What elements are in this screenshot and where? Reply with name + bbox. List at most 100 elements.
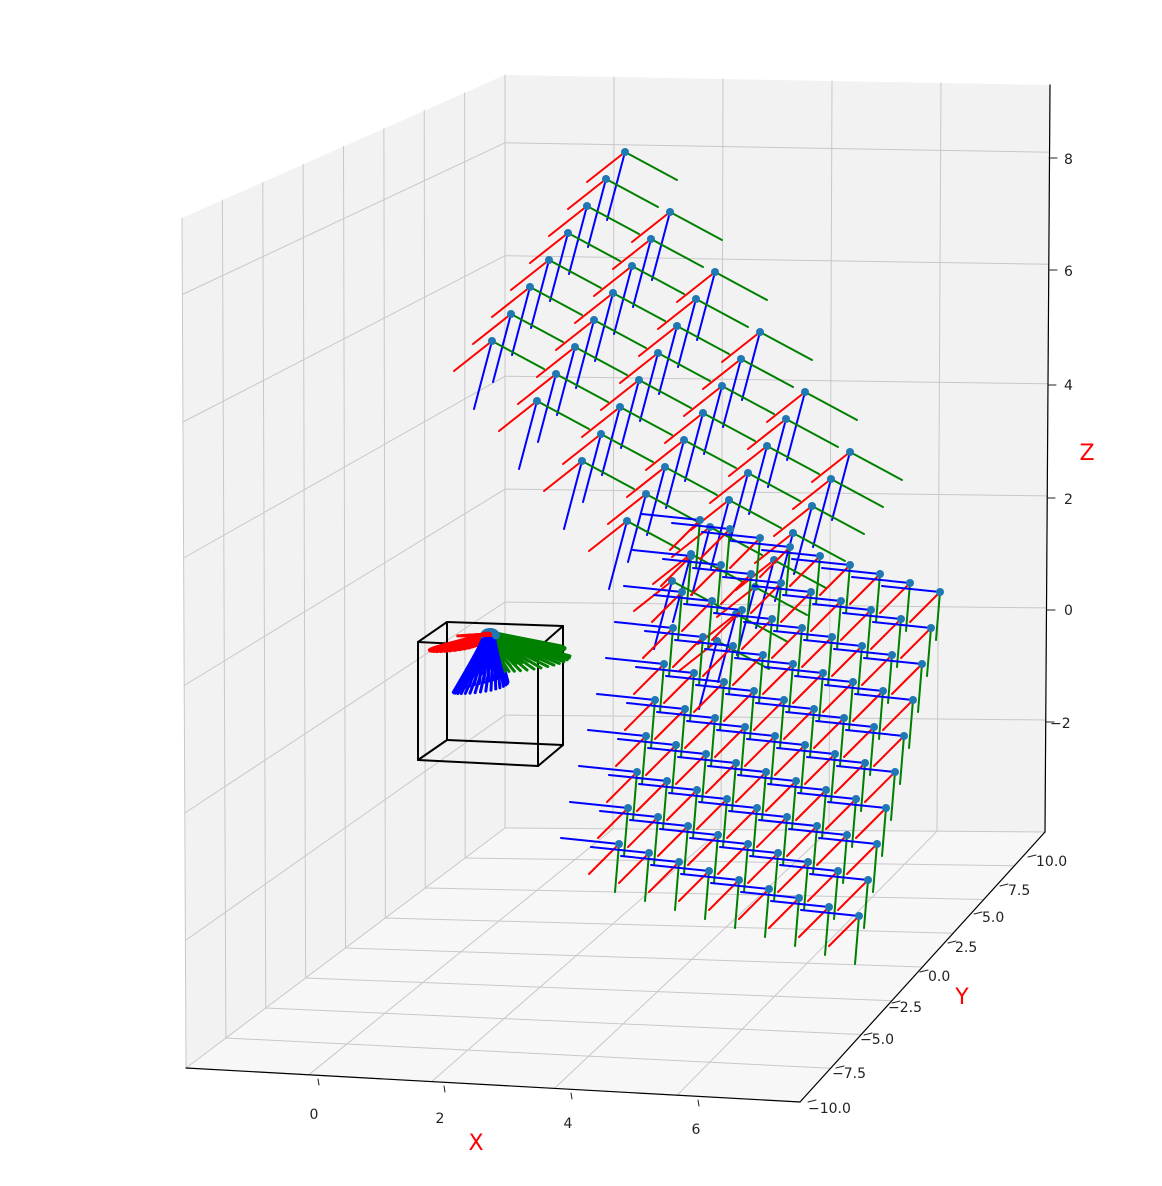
frame-y-axis — [857, 645, 863, 695]
frame-point — [744, 469, 752, 477]
frame-z-axis — [594, 292, 614, 362]
grid-line — [302, 163, 307, 979]
frame-z-axis — [764, 666, 824, 674]
frame-y-axis — [669, 211, 723, 241]
frame-x-axis — [600, 379, 640, 411]
pose-frame-upper — [567, 175, 659, 248]
frame-x-axis — [846, 843, 878, 875]
frame-y-axis — [792, 532, 846, 562]
pose-frame-upper — [588, 517, 680, 590]
frame-x-axis — [657, 298, 697, 330]
frame-y-axis — [719, 681, 725, 731]
frame-z-axis — [776, 747, 836, 755]
frame-y-axis — [668, 627, 674, 677]
y-tick — [891, 1000, 901, 1004]
frame-z-axis — [590, 846, 650, 854]
frame-z-axis — [698, 640, 718, 710]
frame-point — [882, 804, 890, 812]
pose-frame-upper — [548, 202, 640, 275]
frame-z-axis — [671, 522, 731, 530]
frame-z-axis — [556, 346, 576, 416]
frame-z-axis — [638, 783, 698, 791]
frame-point — [816, 552, 824, 560]
frame-point — [810, 705, 818, 713]
y-tick-label-neg2.5: −2.5 — [888, 1000, 922, 1016]
y-tick — [807, 1099, 817, 1103]
frame-x-axis — [498, 400, 538, 432]
frame-z-axis — [658, 325, 678, 395]
frame-point — [673, 322, 681, 330]
frame-y-axis — [491, 340, 545, 370]
frame-z-axis — [791, 558, 851, 566]
frame-y-axis — [804, 391, 858, 421]
pose-frame-lower — [665, 675, 728, 731]
frame-x-axis — [873, 735, 905, 767]
frame-y-axis — [702, 412, 756, 442]
frame-point — [714, 831, 722, 839]
pose-frame-upper — [612, 235, 704, 308]
frame-point — [798, 624, 806, 632]
frame-y-axis — [659, 663, 665, 713]
y-tick-label-10: 10.0 — [1036, 854, 1067, 870]
frame-y-axis — [692, 789, 698, 839]
frame-z-axis — [800, 909, 860, 917]
frame-x-axis — [766, 391, 806, 423]
frame-point — [720, 678, 728, 686]
grid-line — [676, 830, 938, 1096]
frame-z-axis — [647, 747, 707, 755]
frame-y-axis — [896, 618, 902, 668]
grid-line — [184, 714, 506, 941]
z-tick-label-2: 2 — [1064, 492, 1073, 508]
grid-line — [464, 92, 466, 859]
grid-line — [423, 110, 426, 889]
frame-point — [718, 382, 726, 390]
frame-z-axis — [696, 271, 716, 341]
frame-point — [690, 669, 698, 677]
y-tick-labels: 10.0 7.5 5.0 2.5 0.0 −2.5 −5.0 −7.5 −10.… — [808, 854, 1067, 1117]
frame-x-axis — [702, 358, 742, 390]
grid-line — [221, 199, 227, 1039]
frame-z-axis — [698, 801, 758, 809]
frame-x-axis — [709, 472, 749, 504]
frame-y-axis — [728, 645, 734, 695]
frame-y-axis — [671, 580, 725, 610]
z-tick-label-0: 0 — [1064, 603, 1073, 619]
frame-y-axis — [806, 591, 812, 641]
frame-point — [609, 289, 617, 297]
frame-point — [918, 660, 926, 668]
frame-point — [843, 831, 851, 839]
frame-y-axis — [917, 663, 923, 713]
frame-z-axis — [695, 684, 755, 692]
frame-point — [807, 588, 815, 596]
pose-frame-lower — [644, 630, 707, 686]
frame-x-axis — [676, 271, 716, 303]
frame-y-axis — [624, 151, 678, 181]
frame-point — [624, 804, 632, 812]
frame-point — [753, 804, 761, 812]
pose-frame-lower — [635, 666, 698, 722]
pose-frame-upper — [626, 463, 718, 536]
pose-frame-upper — [683, 382, 775, 455]
frame-y-axis — [776, 582, 782, 632]
frame-point — [804, 858, 812, 866]
grid-line — [305, 977, 893, 1002]
frame-point — [491, 631, 500, 640]
pose-frame-upper — [593, 262, 685, 335]
frame-y-axis — [725, 528, 731, 578]
frame-y-axis — [851, 798, 857, 848]
frame-z-axis — [717, 613, 737, 683]
frame-point — [711, 268, 719, 276]
pose-frame-upper — [472, 310, 564, 383]
frame-y-axis — [574, 346, 628, 376]
frame-z-axis — [692, 567, 752, 575]
z-tick-labels: 8 6 4 2 0 −2 — [1050, 152, 1073, 732]
frame-x-axis — [581, 406, 621, 438]
frame-z-axis — [881, 585, 941, 593]
frame-point — [735, 876, 743, 884]
pose-frame-lower — [650, 864, 713, 920]
frame-point — [846, 561, 854, 569]
frame-x-axis — [678, 640, 718, 672]
frame-z-axis — [569, 801, 629, 809]
frame-point — [813, 822, 821, 830]
frame-y-axis — [800, 744, 806, 794]
